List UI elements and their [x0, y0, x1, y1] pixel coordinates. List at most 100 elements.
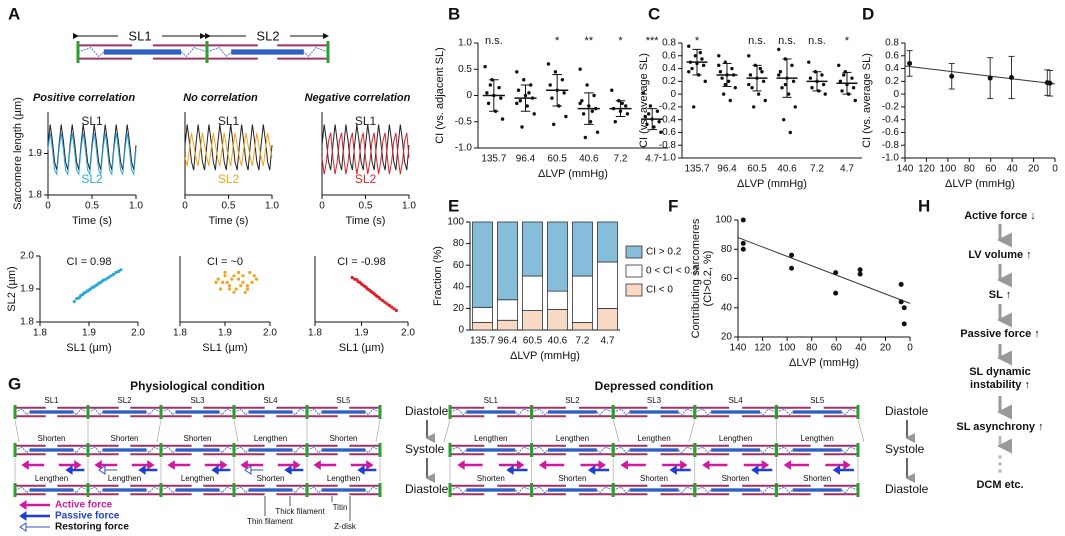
point [116, 269, 120, 274]
y-axis-label: CI (vs. adjacent SL) [434, 47, 446, 144]
force-arrowhead [19, 500, 27, 510]
flow-step: instability ↑ [970, 379, 1030, 391]
x-tick-label: 60.5 [547, 154, 567, 165]
flow-step: SL ↑ [989, 289, 1011, 301]
x-tick-label: 140 [730, 343, 747, 354]
thick-filament [321, 488, 366, 492]
panel-label: A [8, 4, 20, 23]
series-line [184, 132, 273, 167]
bar-segment [472, 322, 493, 331]
point [488, 83, 493, 87]
point [690, 66, 694, 71]
y-tick-label: 0.4 [662, 63, 676, 74]
point [390, 305, 394, 309]
y-tick-label: 0.5 [458, 64, 472, 75]
y-axis-label: SL2 (µm) [6, 266, 18, 311]
point [722, 92, 726, 96]
point [740, 246, 746, 252]
x-tick-label: 120 [918, 164, 935, 175]
point [75, 296, 79, 301]
bar-segment [522, 275, 543, 311]
point [758, 66, 762, 71]
point [223, 274, 227, 278]
y-tick-label: 20 [453, 303, 465, 314]
point [898, 299, 904, 305]
chart: 1.8 1.9 2.0 SL1 (µm) CI = ~0 [173, 256, 277, 354]
guide-line [14, 419, 20, 443]
titin [14, 486, 89, 494]
force-arrowhead [761, 460, 770, 470]
force-arrowhead [538, 460, 547, 470]
point [516, 88, 521, 92]
point [645, 122, 649, 127]
change-label: Shorten [640, 474, 668, 483]
thick-filament [629, 448, 679, 452]
y-tick-label: 40 [721, 302, 733, 313]
sl-label: SL3 [647, 396, 662, 405]
point [562, 91, 566, 95]
x-tick-label: 1.0 [402, 201, 416, 212]
point [546, 62, 551, 66]
sl-label: SL3 [190, 396, 205, 405]
thick-filament [29, 448, 74, 452]
flow-dot [998, 455, 1002, 459]
titin [87, 408, 162, 416]
y-tick-label: -0.2 [882, 102, 900, 113]
point [553, 70, 558, 74]
x-tick-label: 1.0 [265, 201, 279, 212]
x-axis-label: SL1 (µm) [66, 342, 111, 354]
y-tick-label: -0.6 [882, 127, 900, 138]
bar-segment [472, 221, 493, 308]
x-tick-label: 2.0 [263, 328, 277, 339]
flow-step: SL dynamic [969, 366, 1031, 378]
y-tick-label: 80 [721, 244, 733, 255]
titin [613, 486, 695, 494]
titin [77, 47, 208, 58]
point [529, 83, 533, 87]
point [717, 63, 721, 68]
y-tick-label: 0.8 [662, 38, 676, 49]
x-tick-label: 2.0 [131, 328, 145, 339]
y-tick-label: 0.2 [662, 76, 676, 87]
point [780, 86, 784, 90]
series-label: SL2 [81, 172, 103, 186]
point [853, 98, 857, 103]
phase-label: Diastole [405, 404, 449, 418]
force-arrowhead [680, 460, 688, 470]
point [239, 284, 243, 288]
x-axis-label: Time (s) [209, 215, 249, 227]
x-tick-label: 40.6 [579, 154, 599, 165]
x-tick-label: 0.5 [359, 201, 373, 212]
legend-label: CI > 0.2 [646, 247, 682, 258]
point [111, 272, 116, 277]
point [901, 321, 907, 327]
bar-segment [597, 307, 618, 331]
point [515, 70, 519, 74]
point [483, 64, 487, 69]
series-label: SL1 [355, 114, 377, 128]
y-tick-label: 1.9 [20, 284, 34, 295]
point [777, 47, 781, 52]
x-tick-label: 1.9 [82, 328, 96, 339]
change-label: Lengthen [719, 434, 752, 443]
y-tick-label: -0.6 [659, 127, 677, 138]
point [850, 76, 854, 80]
x-tick-label: 40.6 [548, 336, 568, 347]
point [232, 274, 236, 278]
point [497, 85, 501, 90]
force-arrowhead [240, 460, 248, 470]
chart: 20 40 60 80 100 140 120 100 80 60 40 20 0 ΔLVP (mmHg)… [690, 215, 913, 369]
point [225, 280, 229, 284]
point [790, 63, 794, 68]
significance: * [555, 35, 560, 47]
point [350, 275, 354, 280]
titin [160, 408, 235, 416]
point [252, 274, 256, 278]
titin [160, 486, 235, 494]
x-tick-label: 100 [779, 343, 796, 354]
titin [449, 486, 532, 494]
point [851, 86, 856, 90]
change-label: Lengthen [474, 434, 507, 443]
point [583, 135, 588, 140]
series-label: SL2 [355, 172, 377, 186]
